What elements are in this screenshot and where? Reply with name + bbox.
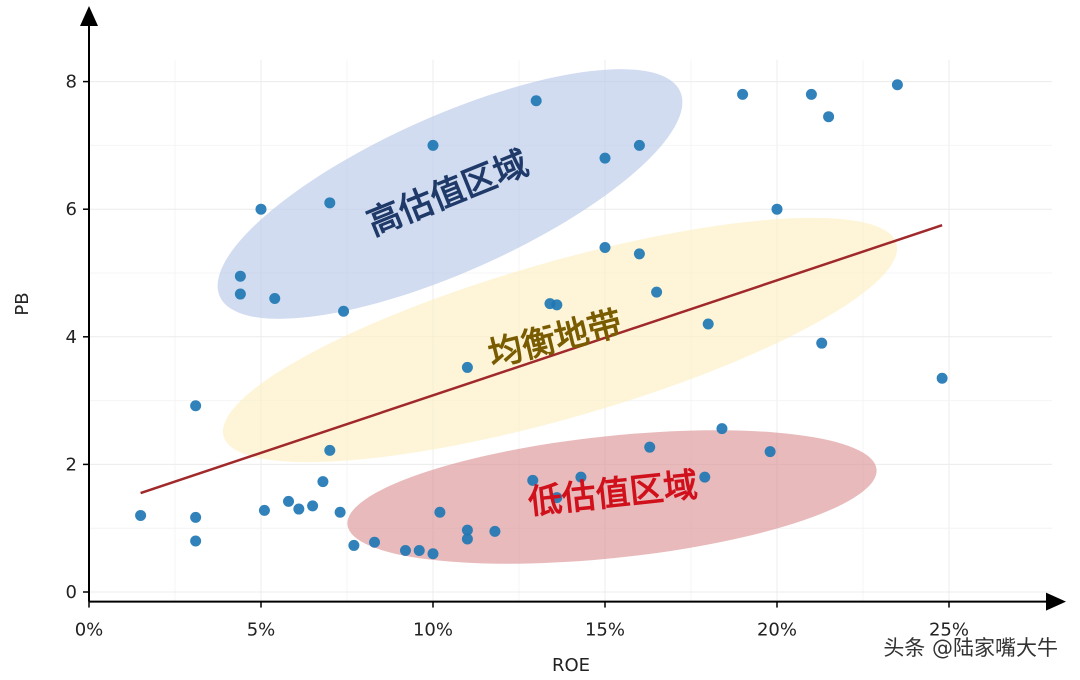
data-point [633, 248, 645, 260]
data-point [575, 471, 587, 483]
data-point [317, 476, 329, 488]
data-point [633, 139, 645, 151]
data-point [427, 139, 439, 151]
data-point [530, 95, 542, 107]
data-point [338, 305, 350, 317]
data-point [599, 241, 611, 253]
data-point [269, 293, 281, 305]
data-point [324, 197, 336, 209]
data-point [936, 372, 948, 384]
data-point [283, 495, 295, 507]
data-point [461, 533, 473, 545]
data-point [234, 270, 246, 282]
y-tick-label: 2 [66, 454, 77, 475]
x-axis-title: ROE [552, 655, 590, 676]
x-tick-label: 15% [585, 620, 625, 641]
x-tick-label: 20% [757, 620, 797, 641]
x-tick-label: 10% [413, 620, 453, 641]
data-point [891, 79, 903, 91]
x-tick-label: 0% [75, 620, 104, 641]
data-point [293, 503, 305, 515]
watermark-text: 头条 @陆家嘴大牛 [883, 636, 1058, 660]
data-point [599, 152, 611, 164]
data-point [334, 506, 346, 518]
data-point [399, 545, 411, 557]
data-point [348, 539, 360, 551]
y-tick-label: 0 [66, 582, 77, 603]
data-point [551, 299, 563, 311]
data-point [805, 88, 817, 100]
data-point [234, 288, 246, 300]
data-points [135, 79, 948, 560]
data-point [369, 536, 381, 548]
data-point [255, 203, 267, 215]
data-point [651, 286, 663, 298]
data-point [699, 471, 711, 483]
balanced-region [222, 217, 898, 463]
data-point [737, 88, 749, 100]
data-point [190, 535, 202, 547]
data-point [324, 444, 336, 456]
y-tick-label: 4 [66, 327, 77, 348]
data-point [461, 361, 473, 373]
data-point [823, 111, 835, 123]
high-valuation-region [217, 69, 683, 319]
y-axis-title: PB [12, 292, 33, 315]
data-point [764, 446, 776, 458]
data-point [551, 492, 563, 504]
axes [80, 6, 1066, 611]
data-point [527, 474, 539, 486]
x-axis-arrow-icon [1046, 592, 1066, 611]
data-point [816, 337, 828, 349]
data-point [461, 524, 473, 536]
y-axis-arrow-icon [80, 6, 98, 26]
data-point [434, 506, 446, 518]
trend-line-layer [140, 223, 943, 495]
data-point [135, 509, 147, 521]
data-point [702, 318, 714, 330]
data-point [190, 400, 202, 412]
data-point [413, 545, 425, 557]
trend-line [140, 223, 943, 495]
data-point [771, 203, 783, 215]
data-point [307, 500, 319, 512]
data-point [190, 511, 202, 523]
tick-labels: 0% 5% 10% 15% 20% 25% 0 2 4 6 8 [66, 72, 969, 641]
y-tick-label: 8 [66, 72, 77, 93]
data-point [427, 548, 439, 560]
data-point [258, 504, 270, 516]
y-tick-label: 6 [66, 199, 77, 220]
region-ellipses [217, 69, 898, 564]
low-valuation-region [347, 430, 877, 564]
data-point [489, 525, 501, 537]
data-point [644, 441, 656, 453]
x-tick-label: 5% [247, 620, 276, 641]
data-point [716, 423, 728, 435]
x-tick-label: 25% [929, 620, 969, 641]
